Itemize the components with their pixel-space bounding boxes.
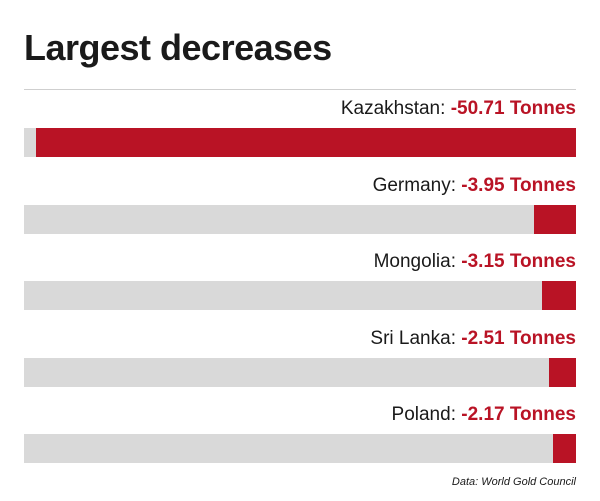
bar-track: [24, 128, 576, 157]
bar-row-germany: Germany: -3.95 Tonnes: [24, 170, 576, 247]
bar-label: Germany: -3.95 Tonnes: [372, 174, 576, 196]
bar-fill: [552, 434, 576, 463]
country-name: Poland: [391, 404, 451, 425]
value-label: -2.17 Tonnes: [461, 404, 576, 425]
bar-track: [24, 204, 576, 234]
bar-label: Poland: -2.17 Tonnes: [391, 404, 576, 425]
value-label: -3.15 Tonnes: [461, 251, 576, 272]
bar-label: Mongolia: -3.15 Tonnes: [373, 251, 576, 272]
bar-fill: [549, 357, 576, 387]
bar-track: [24, 434, 576, 463]
bar-track: [24, 281, 576, 310]
bar-label: Sri Lanka: -2.51 Tonnes: [370, 327, 576, 349]
bar-row-poland: Poland: -2.17 Tonnes: [24, 399, 576, 476]
bar-row-mongolia: Mongolia: -3.15 Tonnes: [24, 246, 576, 323]
country-name: Germany: [372, 174, 451, 196]
value-label: -2.51 Tonnes: [461, 327, 576, 349]
bar-fill: [542, 281, 576, 310]
bar-label: Kazakhstan: -50.71 Tonnes: [340, 98, 576, 119]
title-divider: [24, 89, 576, 90]
chart-title: Largest decreases: [24, 27, 332, 68]
bar-row-sri-lanka: Sri Lanka: -2.51 Tonnes: [24, 323, 576, 400]
country-name: Mongolia: [373, 251, 451, 272]
country-name: Sri Lanka: [370, 327, 451, 349]
bar-fill: [533, 204, 576, 234]
value-label: -3.95 Tonnes: [461, 174, 576, 196]
bar-row-kazakhstan: Kazakhstan: -50.71 Tonnes: [24, 93, 576, 170]
value-label: -50.71 Tonnes: [450, 98, 576, 119]
bar-chart: Kazakhstan: -50.71 Tonnes Germany: -3.95…: [24, 93, 576, 476]
bar-track: [24, 357, 576, 387]
source-note: Data: World Gold Council: [451, 476, 576, 488]
bar-fill: [35, 128, 576, 157]
country-name: Kazakhstan: [340, 98, 441, 119]
